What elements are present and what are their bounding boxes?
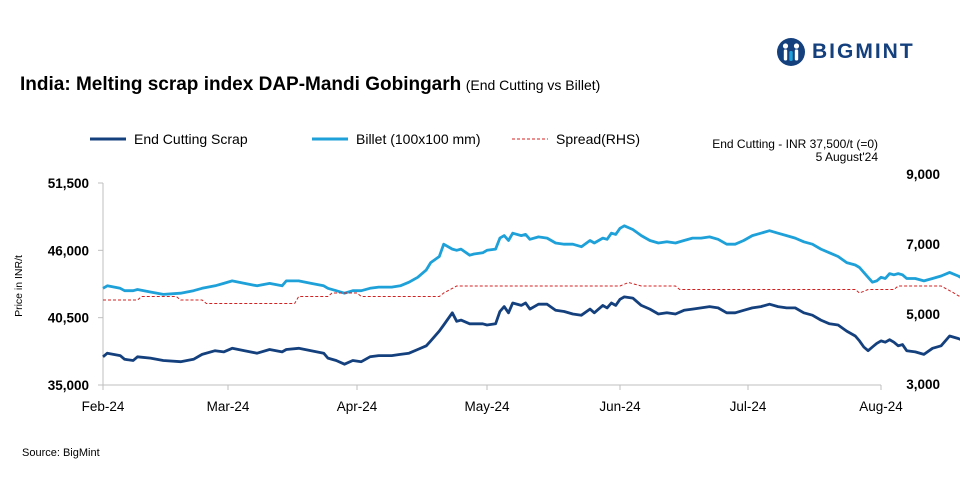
chart-series bbox=[102, 224, 960, 366]
x-tick-label: Mar-24 bbox=[207, 399, 250, 414]
y-left-tick-label: 40,500 bbox=[48, 311, 89, 326]
legend-label: End Cutting Scrap bbox=[134, 131, 248, 147]
y-left-tick-label: 46,000 bbox=[48, 243, 89, 258]
annotation-line: 5 August'24 bbox=[816, 150, 879, 164]
legend-label: Spread(RHS) bbox=[556, 131, 640, 147]
x-tick-label: May-24 bbox=[464, 399, 510, 414]
y-right-tick-label: 5,000 bbox=[906, 307, 940, 322]
y-axis-label: Price in INR/t bbox=[13, 255, 25, 317]
y-axis-left: 35,000 40,500 46,000 51,500 Price in INR/t bbox=[13, 176, 104, 393]
x-tick-label: Apr-24 bbox=[337, 399, 378, 414]
series-line-end-cutting bbox=[102, 295, 960, 366]
series-line-billet bbox=[102, 224, 960, 296]
y-left-tick-label: 35,000 bbox=[48, 378, 89, 393]
bigmint-logo: BIGMINT bbox=[776, 34, 915, 70]
logo-text: BIGMINT bbox=[812, 40, 915, 63]
series-line-spread bbox=[103, 282, 960, 304]
chart-title-main: India: Melting scrap index DAP-Mandi Gob… bbox=[20, 74, 462, 95]
source-note: Source: BigMint bbox=[22, 447, 100, 459]
y-left-tick-label: 51,500 bbox=[48, 176, 89, 191]
chart-subtitle: (End Cutting vs Billet) bbox=[465, 77, 601, 93]
x-tick-label: Aug-24 bbox=[859, 399, 903, 414]
x-tick-label: Feb-24 bbox=[82, 399, 125, 414]
y-right-tick-label: 3,000 bbox=[906, 377, 940, 392]
logo-mark-icon bbox=[777, 38, 805, 66]
chart-title: India: Melting scrap index DAP-Mandi Gob… bbox=[20, 74, 600, 96]
annotation-line: End Cutting - INR 37,500/t (=0) bbox=[712, 137, 878, 151]
y-right-tick-label: 7,000 bbox=[906, 237, 940, 252]
y-axis-right: 3,000 5,000 7,000 9,000 bbox=[906, 167, 940, 392]
chart-legend: End Cutting Scrap Billet (100x100 mm) Spre… bbox=[90, 131, 640, 147]
x-axis: Feb-24 Mar-24 Apr-24 May-24 Jun-24 Jul-24 Aug-… bbox=[82, 384, 903, 414]
legend-label: Billet (100x100 mm) bbox=[356, 131, 481, 147]
chart-annotation: End Cutting - INR 37,500/t (=0)5 August'… bbox=[712, 137, 878, 164]
x-tick-label: Jun-24 bbox=[599, 399, 641, 414]
y-right-tick-label: 9,000 bbox=[906, 167, 940, 182]
x-tick-label: Jul-24 bbox=[730, 399, 767, 414]
